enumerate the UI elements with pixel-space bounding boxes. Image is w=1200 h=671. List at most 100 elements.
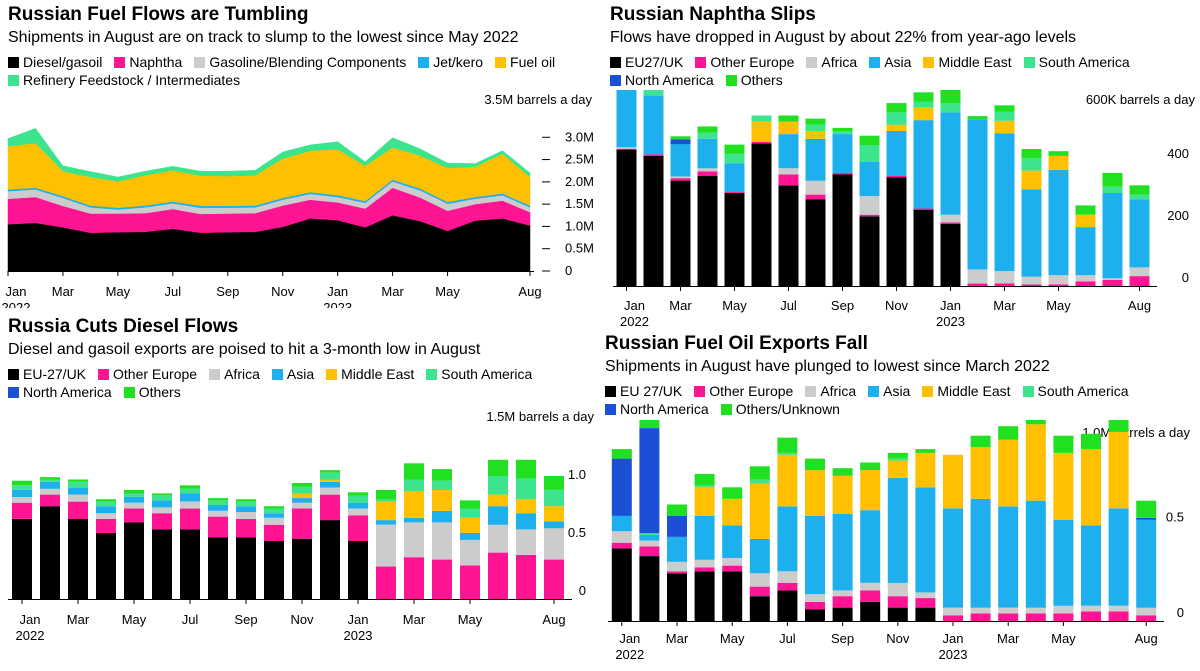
bar-asia (1081, 525, 1101, 606)
bar-africa (967, 269, 988, 284)
bar-asia (376, 520, 396, 525)
bar-asia (432, 510, 452, 523)
bar-africa (40, 488, 60, 495)
bar-eu-27-uk (694, 571, 715, 621)
bar-other-europe (12, 502, 32, 519)
bar-africa (970, 607, 991, 614)
x-tick-year-label: 2022 (615, 647, 644, 662)
x-tick-label: Aug (1128, 298, 1151, 313)
legend-label: Africa (821, 54, 858, 70)
bar-africa (376, 524, 396, 567)
legend-item-other-europe: Other Europe (695, 54, 794, 71)
x-tick-label: Aug (1135, 631, 1158, 646)
bar-asia (694, 515, 715, 560)
bar-eu-27-uk (208, 537, 228, 599)
bar-africa (1081, 605, 1101, 612)
bar-middle-east (998, 439, 1019, 507)
bar-eu-27-uk (667, 573, 687, 622)
legend-item-diesel-gasoil: Diesel/gasoil (8, 54, 102, 71)
bar-eu-27-uk (264, 541, 284, 599)
bar-other-europe (292, 508, 312, 539)
bar-asia (943, 508, 963, 608)
legend-item-eu-27-uk: EU-27/UK (8, 366, 86, 383)
bar-other-europe (40, 494, 60, 507)
y-tick-label: 0.5 (568, 525, 586, 540)
bar-asia (320, 481, 340, 488)
bar-south-america (859, 145, 880, 162)
bar-other-europe (967, 283, 988, 286)
bar-middle-east (749, 483, 770, 539)
chart-subtitle: Diesel and gasoil exports are poised to … (8, 341, 481, 358)
legend-item-refinery-feedstock-intermediates: Refinery Feedstock / Intermediates (8, 72, 240, 89)
y-tick-label: 2.0M (565, 174, 594, 189)
bar-south-america (940, 103, 961, 113)
legend-label: South America (1038, 54, 1130, 70)
bar-asia (488, 506, 508, 525)
bar-other-europe (915, 598, 936, 608)
bar-others (12, 480, 32, 486)
legend-label: North America (625, 72, 714, 88)
bar-middle-east (751, 121, 772, 142)
bar-middle-east (913, 107, 934, 121)
bar-north-america (639, 428, 660, 534)
bar-other-europe (516, 554, 536, 599)
legend-item-africa: Africa (806, 54, 857, 71)
bar-eu27-uk (643, 155, 664, 286)
bar-africa (1129, 267, 1150, 277)
bar-others (1048, 151, 1069, 156)
bar-asia (1136, 519, 1157, 608)
bar-eu27-uk (886, 177, 907, 286)
bar-asia (643, 95, 664, 155)
bar-asia (887, 477, 908, 583)
x-tick-label: Sep (831, 298, 854, 313)
bar-asia (1102, 193, 1123, 279)
bar-other-europe (1021, 284, 1042, 286)
bar-africa (667, 561, 687, 572)
legend-swatch (418, 57, 430, 68)
bar-africa (616, 147, 637, 149)
bar-middle-east (994, 120, 1015, 134)
bar-eu-27-uk (40, 506, 60, 599)
bar-africa (611, 531, 632, 543)
bar-south-america (544, 490, 564, 507)
bar-others (670, 136, 691, 140)
x-tick-label: Mar (997, 631, 1020, 646)
legend-item-asia: Asia (271, 366, 314, 383)
legend-label: Gasoline/Blending Components (209, 54, 407, 70)
bar-eu27-uk (751, 143, 772, 286)
x-tick-year-label: 2022 (16, 628, 45, 643)
chart-legend: EU27/UK Other Europe Africa Asia Middle East… (610, 54, 1150, 90)
bar-others (68, 479, 88, 482)
legend-label: Other Europe (113, 366, 198, 382)
bar-south-america (697, 132, 718, 139)
bar-north-america (670, 139, 691, 145)
bar-south-america (488, 476, 508, 495)
legend-swatch (605, 404, 616, 415)
bar-south-america (639, 533, 660, 535)
legend-swatch (8, 57, 19, 68)
legend-item-other-europe: Other Europe (98, 366, 197, 383)
bar-other-europe (943, 615, 963, 621)
y-tick-label: 0.5 (1166, 510, 1184, 525)
bar-eu27-uk (913, 210, 934, 286)
legend-swatch (869, 57, 881, 68)
bar-others-unknown (970, 435, 991, 448)
legend-label: South America (1037, 383, 1129, 399)
legend-item-middle-east: Middle East (923, 54, 1012, 71)
bar-asia (1129, 199, 1150, 268)
bar-others (208, 498, 228, 501)
bar-africa (1021, 276, 1042, 285)
bar-others (1129, 185, 1150, 195)
legend-swatch (605, 386, 616, 397)
bar-other-europe (544, 559, 564, 599)
y-tick-label: 1.5M (565, 196, 594, 211)
legend-swatch (868, 386, 880, 397)
legend-swatch (8, 387, 19, 398)
bar-africa (1053, 605, 1074, 614)
legend-label: North America (23, 384, 112, 400)
bar-middle-east (320, 479, 340, 482)
bar-eu-27-uk (124, 522, 144, 599)
bar-eu27-uk (778, 185, 799, 287)
bar-other-europe (778, 174, 799, 186)
